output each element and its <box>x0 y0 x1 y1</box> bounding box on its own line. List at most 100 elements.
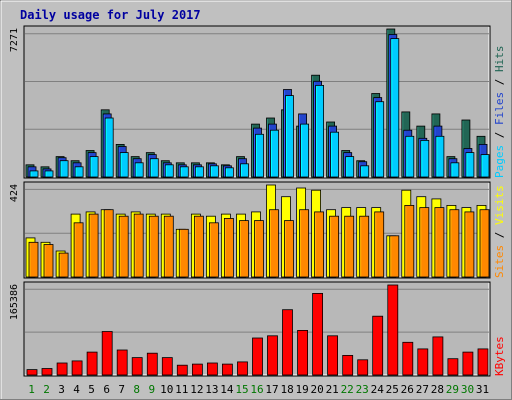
chart-panels: 7271 Pages / Files / Hits 424 Sites / Visit… <box>9 25 506 377</box>
x-tick-label-day-5: 5 <box>88 383 95 396</box>
bar-kbytes-day-12 <box>191 363 203 376</box>
x-tick-label-day-8: 8 <box>133 383 140 396</box>
x-tick-label-day-14: 14 <box>220 383 234 396</box>
bar-kbytes-day-8 <box>131 357 143 376</box>
x-tick-label-day-18: 18 <box>280 383 293 396</box>
panel-visits-sites: 424 Sites / Visits <box>9 181 506 279</box>
legend-entry-hits: Hits <box>493 46 506 73</box>
bar-sites-day-14 <box>223 217 234 278</box>
bar-pages-day-7 <box>119 152 129 178</box>
bar-pages-day-26 <box>405 135 415 178</box>
bar-sites-day-6 <box>103 209 114 278</box>
panel-legend: Pages / Files / Hits <box>493 46 506 179</box>
legend-entry-kbytes: KBytes <box>493 336 506 376</box>
bar-pages-day-16 <box>255 133 264 178</box>
bar-kbytes-day-15 <box>237 361 248 376</box>
bar-kbytes-day-28 <box>432 336 444 376</box>
bar-pages-day-22 <box>345 156 355 178</box>
bar-kbytes-day-29 <box>447 358 459 376</box>
x-axis-day-labels: 1 2 3 4 5 6 7 8 9 10 11 12 13 14 15 16 17 18 19 20 21 22 23 24 2… <box>28 383 489 396</box>
x-tick-label-day-19: 19 <box>295 383 308 396</box>
bar-kbytes-day-14 <box>221 363 233 376</box>
bar-sites-day-8 <box>133 213 144 278</box>
bar-pages-day-25 <box>390 38 400 178</box>
x-tick-label-day-4: 4 <box>73 383 80 396</box>
bar-pages-day-12 <box>194 166 204 178</box>
x-tick-label-day-28: 28 <box>431 383 444 396</box>
legend-separator: / <box>493 225 506 245</box>
x-tick-label-day-7: 7 <box>118 383 125 396</box>
x-tick-label-day-6: 6 <box>103 383 110 396</box>
chart-title: Daily usage for July 2017 <box>20 8 201 22</box>
bar-pages-day-9 <box>149 158 159 178</box>
bar-sites-day-24 <box>374 211 385 278</box>
bar-pages-day-2 <box>44 170 54 178</box>
bar-kbytes-day-20 <box>312 292 324 376</box>
bar-pages-day-15 <box>240 163 249 178</box>
bar-sites-day-11 <box>178 228 189 278</box>
legend-entry-files: Files <box>493 92 506 125</box>
x-tick-label-day-17: 17 <box>265 383 278 396</box>
bar-sites-day-10 <box>163 215 174 278</box>
bar-kbytes-day-27 <box>417 348 429 376</box>
bar-kbytes-day-16 <box>252 337 263 376</box>
bar-pages-day-19 <box>300 123 310 178</box>
bar-pages-day-24 <box>375 101 385 178</box>
bar-sites-day-13 <box>208 222 219 278</box>
bar-sites-day-22 <box>344 215 355 278</box>
bar-sites-day-15 <box>239 220 249 278</box>
legend-entry-visits: Visits <box>493 185 506 225</box>
bar-kbytes-day-18 <box>282 309 293 376</box>
bar-pages-day-17 <box>270 129 279 178</box>
x-tick-label-day-25: 25 <box>386 383 399 396</box>
panel-legend: Sites / Visits <box>493 185 506 278</box>
x-tick-label-day-31: 31 <box>476 383 489 396</box>
x-tick-label-day-3: 3 <box>58 383 65 396</box>
panel-legend: KBytes <box>493 336 506 376</box>
bar-pages-day-5 <box>89 156 99 178</box>
x-tick-label-day-12: 12 <box>190 383 203 396</box>
bar-pages-day-13 <box>209 165 219 178</box>
bar-kbytes-day-24 <box>372 315 384 376</box>
legend-separator: / <box>493 72 506 92</box>
legend-entry-pages: Pages <box>493 145 506 178</box>
y-max-label: 7271 <box>9 28 20 52</box>
bar-pages-day-18 <box>285 95 294 178</box>
bar-pages-day-14 <box>224 167 234 178</box>
bar-sites-day-5 <box>88 213 99 278</box>
x-tick-label-day-30: 30 <box>461 383 474 396</box>
bar-kbytes-day-22 <box>342 354 354 376</box>
x-tick-label-day-20: 20 <box>310 383 323 396</box>
x-tick-label-day-2: 2 <box>43 383 50 396</box>
bar-kbytes-day-7 <box>116 349 128 376</box>
x-tick-label-day-11: 11 <box>175 383 188 396</box>
bar-pages-day-27 <box>420 139 430 178</box>
bar-pages-day-11 <box>179 166 189 178</box>
bar-sites-day-26 <box>404 204 415 278</box>
bar-kbytes-day-23 <box>357 359 369 376</box>
bar-pages-day-3 <box>59 160 69 178</box>
bar-kbytes-day-13 <box>206 362 218 376</box>
bar-pages-day-31 <box>480 154 490 178</box>
bar-pages-day-1 <box>29 170 39 178</box>
bar-pages-day-8 <box>134 162 144 178</box>
x-tick-label-day-24: 24 <box>371 383 385 396</box>
panel-hits-files-pages: 7271 Pages / Files / Hits <box>9 25 506 179</box>
bar-kbytes-day-11 <box>176 364 188 376</box>
bar-kbytes-day-25 <box>387 284 399 376</box>
bar-sites-day-25 <box>389 235 400 278</box>
bar-kbytes-day-9 <box>146 352 158 376</box>
bar-kbytes-day-5 <box>86 351 98 376</box>
bar-sites-day-31 <box>479 209 490 278</box>
bar-pages-day-4 <box>74 166 84 178</box>
bar-kbytes-day-4 <box>71 360 83 376</box>
bar-kbytes-day-1 <box>26 369 38 376</box>
x-tick-label-day-9: 9 <box>148 383 155 396</box>
bar-sites-day-9 <box>148 215 159 278</box>
x-tick-label-day-29: 29 <box>446 383 459 396</box>
bar-sites-day-3 <box>58 252 69 278</box>
bar-kbytes-day-2 <box>41 368 53 376</box>
x-tick-label-day-26: 26 <box>401 383 414 396</box>
